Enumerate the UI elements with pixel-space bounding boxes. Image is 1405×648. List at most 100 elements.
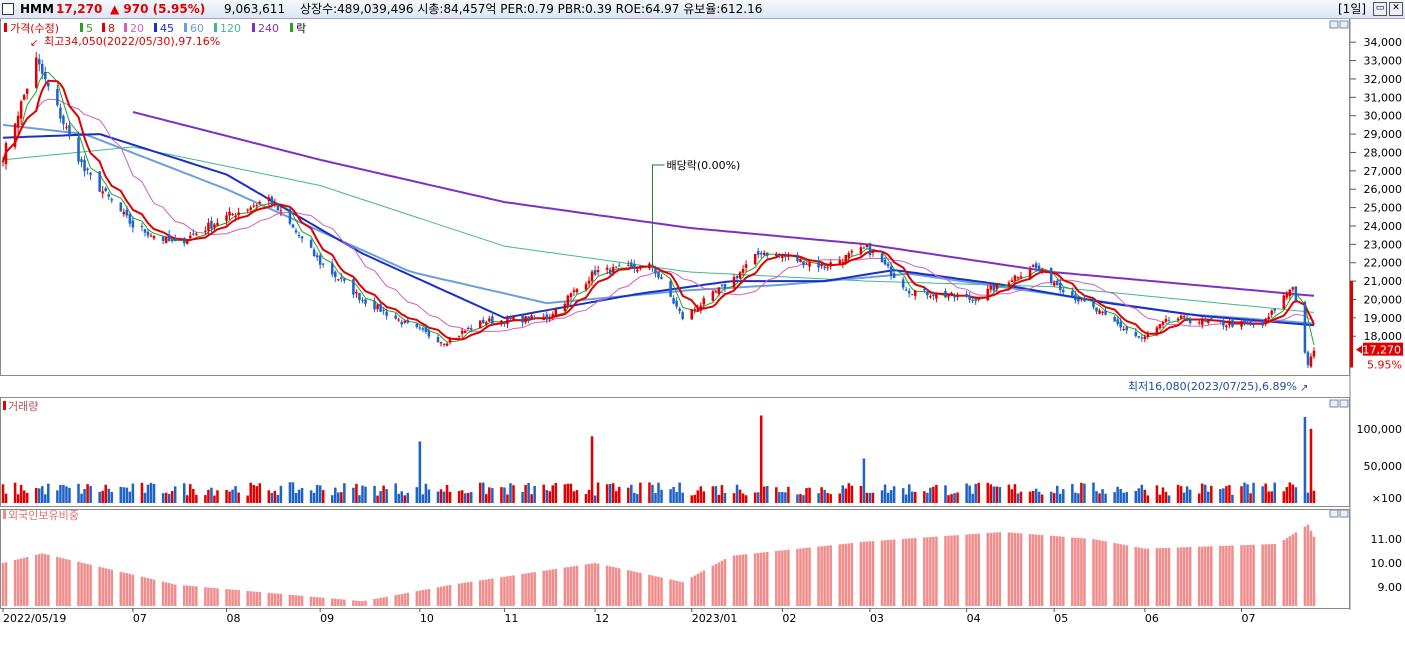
foreign-bar <box>186 585 189 606</box>
volume-bar <box>1203 484 1207 503</box>
foreign-bar <box>4 562 8 606</box>
volume-bar <box>844 488 848 503</box>
foreign-bar <box>1146 548 1150 606</box>
candle <box>291 224 295 228</box>
candle <box>593 270 597 275</box>
volume-bar <box>554 482 558 503</box>
restore-icon[interactable]: ▭ <box>1373 2 1387 16</box>
candle <box>910 294 914 296</box>
volume-bar <box>182 483 186 503</box>
stock-chart[interactable]: 34,000 33,000 32,000 31,000 30,000 29,000 28,0… <box>0 19 1405 648</box>
candle <box>796 256 799 262</box>
candle <box>1179 315 1183 319</box>
candle <box>59 107 62 119</box>
candle <box>717 287 721 295</box>
current-price: 17,270 <box>56 2 103 16</box>
foreign-bar <box>234 589 237 606</box>
foreign-bar <box>608 566 612 606</box>
volume-bar <box>382 485 385 503</box>
foreign-bar <box>1 563 5 606</box>
volume-bar <box>608 483 612 503</box>
foreign-bar <box>485 579 488 606</box>
foreign-bar <box>974 533 977 606</box>
volume-bar <box>732 493 736 503</box>
foreign-bar <box>439 586 443 606</box>
select-checkbox[interactable] <box>2 3 14 15</box>
candle <box>699 305 703 311</box>
candle <box>258 202 262 204</box>
foreign-bar <box>614 567 618 606</box>
candle <box>968 295 971 300</box>
foreign-bar <box>995 532 999 606</box>
volume-bar <box>596 482 600 503</box>
candle <box>953 295 956 298</box>
volume-bar <box>923 491 926 503</box>
foreign-bar <box>886 540 890 606</box>
foreign-bar <box>1231 545 1234 606</box>
legend-swatch <box>80 23 83 32</box>
candle <box>1294 286 1298 301</box>
close-icon[interactable]: ✕ <box>1389 2 1403 16</box>
volume-bar <box>1071 484 1074 503</box>
candle <box>633 264 636 269</box>
foreign-bar <box>1167 547 1171 606</box>
candle <box>1222 320 1225 326</box>
volume-bar <box>1210 485 1213 503</box>
foreign-bar <box>1312 536 1316 606</box>
foreign-bar <box>781 550 784 606</box>
candle <box>143 229 147 233</box>
x-axis-label: 05 <box>1054 612 1068 625</box>
volume-bar <box>820 487 823 503</box>
candle <box>1240 321 1243 327</box>
volume-bar <box>231 489 234 503</box>
candle <box>1200 318 1204 325</box>
x-axis-label: 12 <box>595 612 609 625</box>
candle <box>1203 319 1207 321</box>
foreign-axis-label: 9.00 <box>1378 581 1403 594</box>
candle <box>343 278 346 281</box>
candle <box>216 223 219 226</box>
volume-bar <box>584 494 588 503</box>
foreign-bar <box>140 576 144 606</box>
candle <box>527 316 530 322</box>
foreign-bar <box>850 543 854 606</box>
foreign-bar <box>506 576 509 606</box>
foreign-bar <box>593 563 597 606</box>
candle <box>765 252 769 256</box>
foreign-bar <box>279 593 283 606</box>
foreign-bar <box>1294 532 1298 606</box>
volume-bar <box>992 486 996 503</box>
candle <box>657 271 660 278</box>
legend-ma-240: 240 <box>258 22 279 35</box>
foreign-bar <box>143 577 147 606</box>
foreign-bar <box>1028 534 1032 606</box>
volume-bar <box>119 486 123 503</box>
candle <box>1113 317 1116 322</box>
candle <box>104 188 107 191</box>
legend-swatch <box>124 23 127 32</box>
volume-bar <box>110 491 114 503</box>
foreign-bar <box>1185 547 1189 606</box>
volume-bar <box>1095 491 1098 503</box>
candle <box>128 214 132 224</box>
foreign-bar <box>491 578 494 606</box>
candle <box>1010 280 1014 283</box>
volume-bar <box>850 485 854 503</box>
volume-bar <box>207 489 210 503</box>
foreign-bar <box>315 597 319 606</box>
foreign-bar <box>47 554 50 606</box>
volume-bar <box>953 493 956 503</box>
volume-bar <box>587 489 591 503</box>
candle <box>424 327 428 332</box>
price-axis-label: 23,000 <box>1364 238 1403 251</box>
volume-bar <box>1116 486 1119 503</box>
foreign-bar <box>246 590 249 606</box>
period-selector[interactable]: [1일] <box>1338 2 1367 16</box>
x-axis-label: 06 <box>1145 612 1159 625</box>
legend-swatch <box>184 23 187 32</box>
candle <box>107 194 110 197</box>
foreign-bar <box>448 585 452 606</box>
foreign-bar <box>1134 546 1138 606</box>
volume-bar <box>738 489 742 503</box>
foreign-bar <box>204 587 207 606</box>
